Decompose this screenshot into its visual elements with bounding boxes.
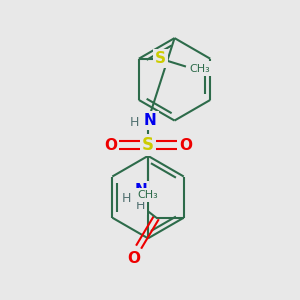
Text: O: O: [104, 138, 117, 153]
Text: O: O: [127, 251, 140, 266]
Text: S: S: [142, 136, 154, 154]
Text: H: H: [136, 200, 145, 212]
Text: N: N: [134, 183, 147, 198]
Text: S: S: [155, 51, 166, 66]
Text: H: H: [122, 192, 131, 205]
Text: H: H: [130, 116, 139, 129]
Text: O: O: [179, 138, 192, 153]
Text: CH₃: CH₃: [189, 64, 210, 74]
Text: N: N: [144, 113, 156, 128]
Text: CH₃: CH₃: [138, 190, 158, 200]
